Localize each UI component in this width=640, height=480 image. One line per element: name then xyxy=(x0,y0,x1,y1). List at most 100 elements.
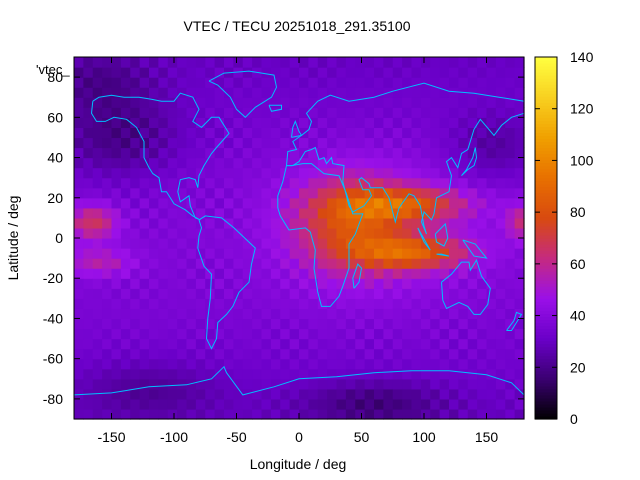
colorbar-swatch xyxy=(535,231,557,236)
heatmap-cell xyxy=(364,137,375,149)
colorbar-swatch xyxy=(535,394,557,399)
heatmap-cell xyxy=(120,137,131,149)
heatmap-cell xyxy=(383,137,394,149)
heatmap-cell xyxy=(514,318,525,330)
heatmap-cell xyxy=(467,207,478,219)
heatmap-cell xyxy=(327,378,338,390)
heatmap-cell xyxy=(92,127,103,139)
heatmap-cell xyxy=(120,278,131,289)
heatmap-cell xyxy=(345,248,356,259)
heatmap-cell xyxy=(486,117,497,128)
heatmap-cell xyxy=(120,67,131,78)
heatmap-cell xyxy=(289,248,300,259)
heatmap-cell xyxy=(186,298,197,309)
heatmap-cell xyxy=(270,358,281,370)
heatmap-cell xyxy=(299,117,309,128)
heatmap-cell xyxy=(289,167,300,179)
heatmap-cell xyxy=(430,227,441,239)
heatmap-cell xyxy=(336,187,347,199)
heatmap-cell xyxy=(495,278,506,289)
heatmap-cell xyxy=(130,187,141,199)
heatmap-cell xyxy=(289,107,300,118)
heatmap-cell xyxy=(411,227,422,239)
heatmap-cell xyxy=(252,348,263,360)
heatmap-cell xyxy=(411,107,422,118)
heatmap-cell xyxy=(205,177,216,189)
heatmap-cell xyxy=(102,157,113,169)
heatmap-cell xyxy=(402,197,413,209)
heatmap-cell xyxy=(439,147,450,159)
heatmap-cell xyxy=(205,57,216,68)
heatmap-cell xyxy=(467,227,478,239)
heatmap-cell xyxy=(280,358,291,370)
heatmap-cell xyxy=(92,97,103,108)
heatmap-cell xyxy=(74,318,84,330)
heatmap-cell xyxy=(458,187,469,199)
heatmap-cell xyxy=(299,318,309,330)
heatmap-cell xyxy=(74,408,84,420)
heatmap-cell xyxy=(214,288,225,299)
heatmap-cell xyxy=(308,288,319,299)
heatmap-cell xyxy=(83,308,94,320)
colorbar-swatch xyxy=(535,234,557,239)
heatmap-cell xyxy=(83,147,94,159)
heatmap-cell xyxy=(486,217,497,229)
colorbar-swatch xyxy=(535,132,557,137)
heatmap-cell xyxy=(327,67,338,78)
heatmap-cell xyxy=(495,288,506,299)
heatmap-cell xyxy=(158,107,169,118)
heatmap-cell xyxy=(242,298,253,309)
heatmap-cell xyxy=(345,368,356,380)
heatmap-cell xyxy=(308,177,319,189)
heatmap-cell xyxy=(120,378,131,390)
heatmap-cell xyxy=(252,147,263,159)
y-axis-label: Latitude / deg xyxy=(5,196,21,281)
heatmap-cell xyxy=(120,197,131,209)
heatmap-cell xyxy=(139,248,150,259)
heatmap-cell xyxy=(139,238,150,249)
heatmap-cell xyxy=(270,408,281,420)
heatmap-cell xyxy=(514,117,525,128)
heatmap-cell xyxy=(289,127,300,139)
heatmap-cell xyxy=(261,298,272,309)
heatmap-cell xyxy=(111,97,122,108)
heatmap-cell xyxy=(224,97,234,108)
colorbar-swatch xyxy=(535,328,557,333)
heatmap-cell xyxy=(402,207,413,219)
heatmap-cell xyxy=(167,197,178,209)
heatmap-cell xyxy=(224,217,234,229)
heatmap-cell xyxy=(242,288,253,299)
heatmap-cell xyxy=(402,248,413,259)
heatmap-cell xyxy=(299,368,309,380)
colorbar-swatch xyxy=(535,304,557,308)
heatmap-cell xyxy=(261,258,272,269)
heatmap-cell xyxy=(327,398,338,410)
heatmap-cell xyxy=(486,288,497,299)
heatmap-cell xyxy=(467,318,478,330)
heatmap-cell xyxy=(364,408,375,420)
heatmap-cell xyxy=(195,238,206,249)
heatmap-cell xyxy=(205,207,216,219)
heatmap-cell xyxy=(345,87,356,98)
heatmap-cell xyxy=(383,278,394,289)
heatmap-cell xyxy=(495,167,506,179)
heatmap-cell xyxy=(186,408,197,420)
colorbar-swatch xyxy=(535,84,557,88)
heatmap-cell xyxy=(495,187,506,199)
heatmap-cell xyxy=(420,157,431,169)
heatmap-cell xyxy=(411,248,422,259)
heatmap-cell xyxy=(83,248,94,259)
heatmap-cell xyxy=(374,298,384,309)
heatmap-cell xyxy=(449,57,459,68)
heatmap-cell xyxy=(430,57,441,68)
heatmap-cell xyxy=(299,308,309,320)
heatmap-cell xyxy=(477,278,488,289)
heatmap-cell xyxy=(214,328,225,340)
colorbar-swatch xyxy=(535,313,557,318)
heatmap-cell xyxy=(430,268,441,279)
heatmap-cell xyxy=(383,217,394,229)
heatmap-cell xyxy=(83,378,94,390)
heatmap-cell xyxy=(130,278,141,289)
heatmap-cell xyxy=(495,328,506,340)
heatmap-cell xyxy=(74,157,84,169)
